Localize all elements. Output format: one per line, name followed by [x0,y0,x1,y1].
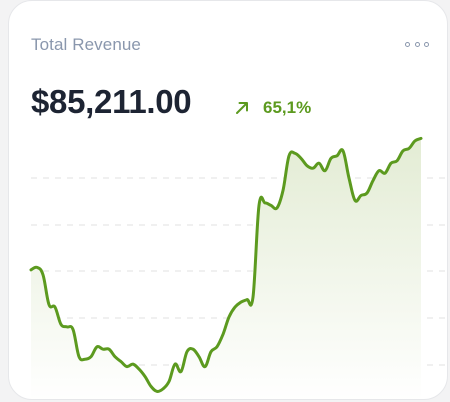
card-title: Total Revenue [31,35,141,54]
menu-dot [424,41,429,47]
total-revenue-card: Total Revenue $85,211.00 65,1% [8,0,448,400]
arrow-up-right-icon [236,102,248,114]
revenue-amount: $85,211.00 [31,83,192,120]
change-percent: 65,1% [263,98,312,117]
menu-dot [405,41,410,47]
change-indicator: 65,1% [234,98,311,118]
revenue-line [29,136,423,393]
revenue-area-chart [29,136,447,399]
menu-dot [414,41,420,47]
revenue-area [31,138,421,399]
more-options-icon[interactable] [405,35,429,53]
